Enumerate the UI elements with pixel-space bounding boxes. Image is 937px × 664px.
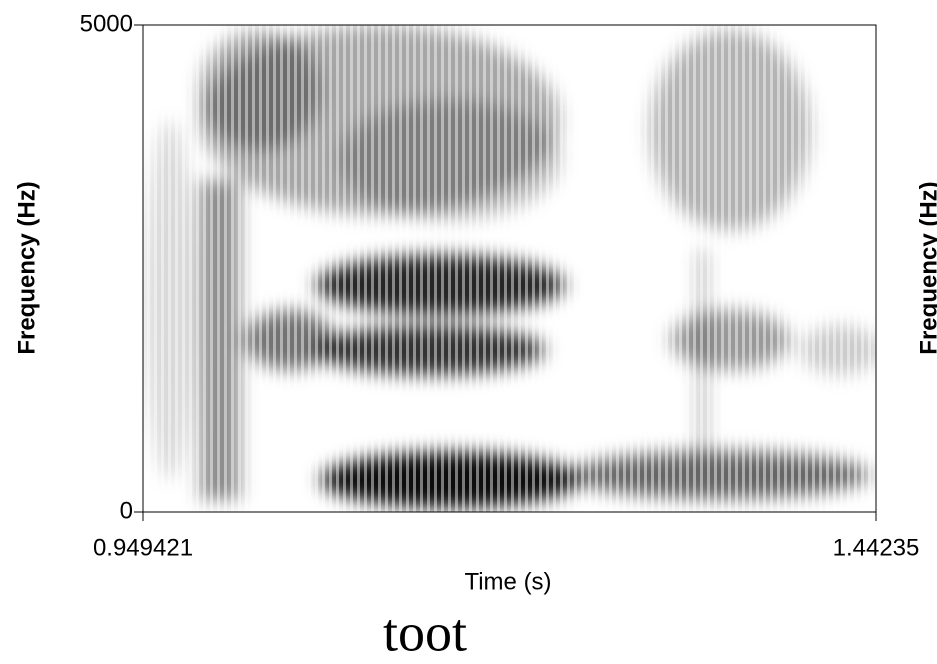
y-tick-label: 0 bbox=[120, 497, 133, 524]
y2-axis-label: Frequency (Hz) bbox=[915, 181, 937, 354]
y-tick-label: 5000 bbox=[80, 10, 133, 37]
y-axis-label: Frequency (Hz) bbox=[13, 181, 40, 354]
caption: toot bbox=[383, 602, 467, 662]
plot-frame bbox=[142, 24, 877, 513]
x-tick-label: 0.949421 bbox=[93, 534, 193, 561]
spectrogram-image bbox=[143, 25, 876, 512]
x-axis-label: Time (s) bbox=[464, 568, 551, 595]
x-tick-label: 1.44235 bbox=[833, 534, 920, 561]
